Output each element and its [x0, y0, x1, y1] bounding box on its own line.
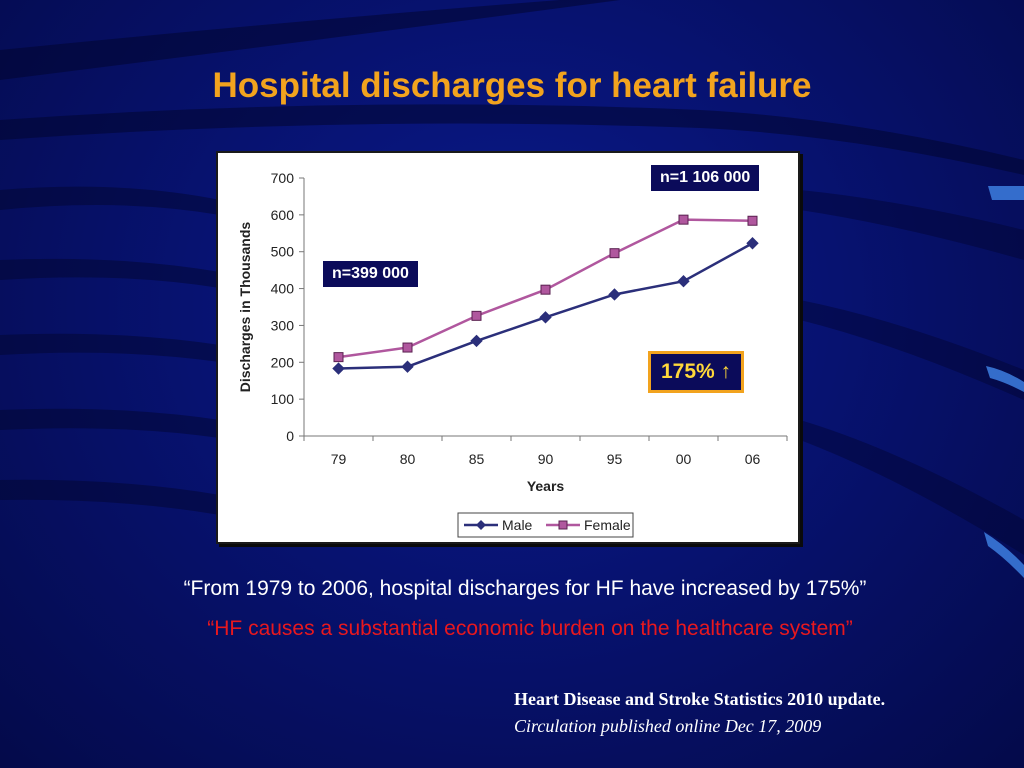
data-point-male	[401, 360, 414, 373]
quote-main: “From 1979 to 2006, hospital discharges …	[183, 577, 867, 600]
data-point-male	[470, 334, 483, 348]
x-tick-label: 79	[331, 451, 347, 467]
x-tick-label: 00	[676, 451, 692, 467]
x-tick-label: 85	[469, 451, 485, 467]
data-point-male	[332, 362, 345, 375]
y-tick-label: 500	[271, 244, 295, 260]
data-point-female	[540, 284, 551, 295]
callout-start-count: n=399 000	[322, 260, 419, 288]
y-tick-label: 300	[271, 317, 295, 333]
quote-highlight: “HF causes a substantial economic burden…	[207, 617, 853, 640]
y-tick-label: 100	[271, 391, 295, 407]
data-point-male	[746, 237, 759, 250]
reference-title: Heart Disease and Stroke Statistics 2010…	[514, 689, 886, 709]
data-point-female	[471, 310, 482, 321]
y-tick-label: 600	[271, 207, 295, 223]
y-tick-label: 700	[271, 170, 295, 186]
y-tick-label: 400	[271, 281, 295, 297]
chart-panel: 0 100 200 300 400 500 600 700 79 80 85 90 95 00 06 Year…	[216, 151, 800, 544]
x-axis-title: Years	[527, 478, 565, 494]
legend-marker-male	[476, 520, 486, 530]
callout-increase: 175% ↑	[648, 351, 745, 393]
x-tick-label: 06	[745, 451, 761, 467]
x-tick-label: 95	[607, 451, 623, 467]
data-point-male	[677, 274, 690, 288]
legend-label-female: Female	[584, 517, 631, 533]
y-tick-label: 200	[271, 354, 295, 370]
data-point-female	[402, 342, 413, 353]
data-point-female	[678, 214, 689, 225]
y-tick-label: 0	[286, 428, 294, 444]
data-point-male	[539, 311, 552, 324]
y-axis-title: Discharges in Thousands	[237, 222, 253, 393]
data-point-female	[333, 352, 344, 363]
line-chart: 0 100 200 300 400 500 600 700 79 80 85 90 95 00 06 Year…	[237, 170, 788, 538]
legend-marker-female	[558, 520, 568, 530]
x-tick-label: 80	[400, 451, 416, 467]
data-point-male	[608, 288, 621, 301]
x-tick-label: 90	[538, 451, 554, 467]
data-point-female	[609, 248, 620, 259]
legend-label-male: Male	[502, 517, 533, 533]
slide-title: Hospital discharges for heart failure	[212, 66, 812, 105]
callout-end-count: n=1 106 000	[650, 164, 761, 192]
data-point-female	[747, 215, 758, 226]
reference-source: Circulation published online Dec 17, 200…	[514, 716, 822, 736]
